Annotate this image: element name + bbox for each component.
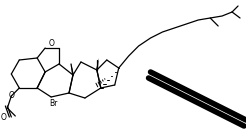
Polygon shape [71,63,74,75]
Text: O: O [8,91,14,100]
Text: Br: Br [49,98,57,107]
Text: O: O [0,114,6,122]
Polygon shape [96,58,99,70]
Text: O: O [48,39,54,48]
